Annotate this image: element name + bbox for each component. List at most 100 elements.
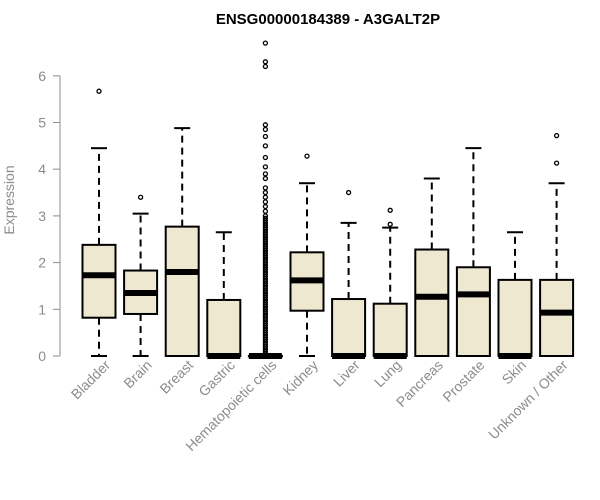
y-tick-label-0: 0 [38, 348, 46, 364]
y-tick-label-1: 1 [38, 301, 46, 317]
outlier-point [262, 262, 269, 268]
y-tick-label-5: 5 [38, 115, 46, 131]
outlier-point [262, 231, 269, 238]
outlier-point [262, 334, 269, 340]
iqr-box [331, 298, 367, 357]
box-10 [497, 231, 533, 359]
x-label-5: Kidney [280, 357, 322, 399]
outlier-point [262, 40, 269, 46]
outlier-point [387, 221, 393, 227]
outlier-point [262, 299, 269, 305]
outlier-point [262, 332, 269, 338]
outlier-point [262, 252, 269, 259]
x-label-7: Lung [371, 357, 404, 390]
x-label-11: Unknown / Other [485, 357, 571, 443]
outlier-point [262, 255, 269, 261]
outlier-point [262, 322, 269, 329]
outlier-point [262, 301, 269, 308]
outlier-point [262, 248, 269, 254]
outlier-point [262, 154, 269, 161]
outlier-point [137, 194, 144, 200]
outlier-point [304, 153, 310, 159]
outlier-point [262, 175, 269, 182]
outlier-point [262, 63, 269, 70]
outlier-point [262, 325, 269, 331]
outlier-point [262, 257, 269, 263]
outlier-point [262, 329, 269, 336]
chart-title: ENSG00000184389 - A3GALT2P [216, 11, 440, 28]
outlier-point [387, 207, 393, 213]
outlier-point [262, 346, 269, 352]
outlier-point [345, 189, 352, 196]
outlier-point [262, 311, 269, 317]
outlier-point [262, 269, 269, 275]
outlier-point [262, 318, 269, 324]
outlier-point [262, 320, 269, 326]
outlier-point [262, 126, 269, 133]
outlier-point [262, 344, 269, 350]
outlier-point [262, 243, 269, 249]
box-7 [372, 207, 408, 359]
outlier-point [262, 199, 269, 205]
outlier-point [262, 297, 269, 303]
iqr-box [206, 298, 242, 357]
outlier-point [262, 194, 269, 200]
outlier-point [262, 220, 269, 226]
box-2 [164, 127, 200, 357]
outlier-point [262, 306, 269, 312]
outlier-point [262, 287, 269, 294]
y-tick-label-2: 2 [38, 255, 46, 271]
x-label-6: Liver [330, 357, 363, 390]
outlier-point [553, 132, 560, 139]
y-tick-label-4: 4 [38, 161, 46, 177]
outlier-point [262, 278, 269, 284]
box-8 [414, 177, 450, 357]
outlier-point [262, 292, 269, 298]
outlier-point [262, 229, 269, 235]
outlier-point [262, 341, 269, 347]
outlier-point [262, 171, 269, 177]
outlier-point [262, 337, 269, 343]
box-0 [81, 88, 117, 357]
outlier-point [262, 185, 269, 191]
outlier-point [262, 213, 269, 219]
outlier-point [262, 224, 269, 231]
outlier-point [262, 234, 269, 240]
outlier-point [262, 143, 269, 149]
x-label-9: Prostate [439, 357, 487, 405]
outlier-point [262, 164, 269, 170]
outlier-point [262, 276, 269, 282]
outlier-point [262, 250, 269, 256]
iqr-box [164, 225, 200, 357]
box-6 [331, 189, 367, 359]
box-9 [455, 147, 491, 357]
x-label-10: Skin [499, 357, 530, 388]
outlier-point [262, 203, 269, 210]
outlier-point [262, 227, 269, 233]
y-axis-title: Expression [1, 165, 17, 234]
outlier-point [262, 133, 269, 140]
outlier-point [262, 189, 269, 196]
outlier-point [262, 259, 269, 266]
outlier-point [262, 339, 269, 345]
outlier-point [262, 122, 269, 128]
outlier-point [262, 313, 269, 319]
box-3 [206, 231, 242, 359]
outlier-point [262, 351, 269, 357]
box-11 [539, 132, 575, 357]
outlier-point [262, 208, 269, 214]
outlier-point [262, 285, 269, 291]
x-label-2: Breast [156, 357, 196, 397]
outlier-point [262, 264, 269, 270]
outlier-point [262, 283, 269, 289]
y-tick-label-6: 6 [38, 68, 46, 84]
outlier-point [262, 315, 269, 322]
y-axis: 0 1 2 3 4 5 6 [38, 68, 61, 364]
outlier-point [262, 245, 269, 252]
iqr-box [372, 302, 408, 358]
box-4 [247, 40, 283, 359]
outlier-point [96, 88, 102, 94]
outlier-point [262, 215, 269, 221]
iqr-box [497, 278, 533, 357]
